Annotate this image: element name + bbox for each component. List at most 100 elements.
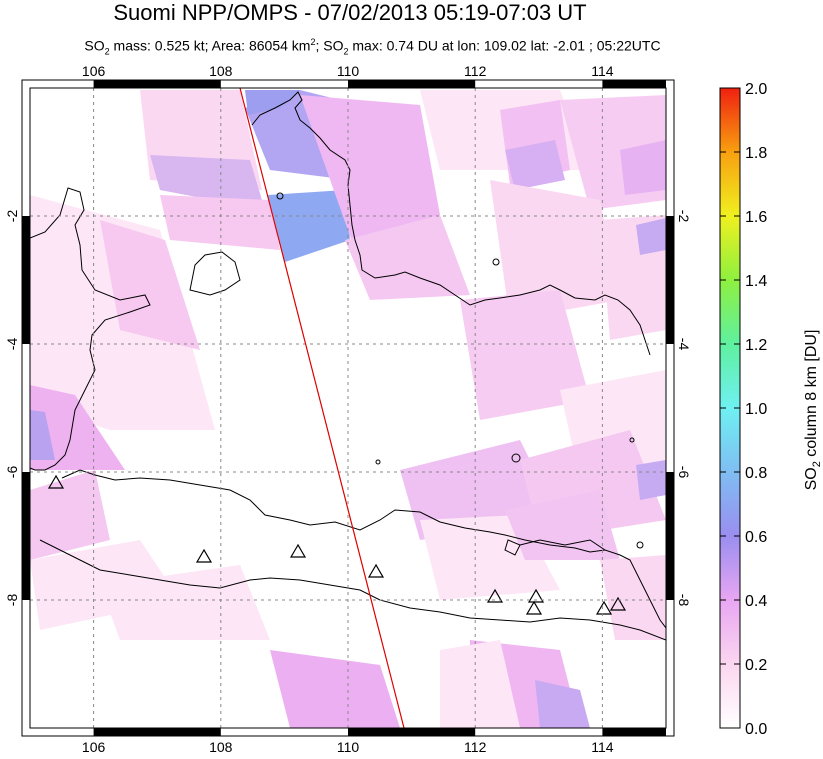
triangle-icon: [47, 474, 65, 489]
so2-pixel: [160, 195, 280, 250]
subtitle-part: max: 0.74 DU at lon: 109.02 lat: -2.01 ;…: [348, 37, 661, 54]
so2-pixel: [535, 680, 590, 728]
lon-tick-label: 106: [82, 739, 106, 755]
map-title: Suomi NPP/OMPS - 07/02/2013 05:19-07:03 …: [113, 0, 587, 25]
lat-tick-label: -4: [676, 338, 692, 351]
colorbar-ticks: 0.0 0.2 0.4 0.6 0.8 1.0 1.2 1.4 1.6 1.8 2.0: [720, 81, 767, 738]
triangle-icon: [486, 588, 504, 603]
border-bar: [348, 728, 476, 736]
colorbar-label: SO2 column 8 km [DU]: [803, 330, 823, 491]
lon-tick-label: 106: [82, 63, 106, 79]
so2-pixel: [268, 190, 350, 262]
border-bar: [22, 472, 30, 600]
so2-pixel: [270, 650, 400, 728]
lat-tick-label: -2: [4, 210, 20, 223]
colorbar-tick-label: 1.6: [745, 209, 767, 226]
subtitle-sub: 2: [104, 46, 110, 57]
border-bar: [602, 80, 666, 88]
map-border-bars: [22, 80, 674, 736]
lat-tick-label: -6: [4, 466, 20, 479]
so2-pixel: [30, 385, 125, 470]
subtitle-sup: 2: [310, 37, 316, 47]
island: [504, 539, 521, 556]
coastline-madura: [519, 539, 606, 551]
so2-swaths: [30, 90, 666, 728]
lon-tick-label: 112: [464, 63, 487, 79]
lat-tick-label: -8: [676, 594, 692, 607]
colorbar-tick-label: 2.0: [745, 81, 767, 98]
subtitle-part: ; SO: [315, 37, 344, 54]
lon-tick-label: 112: [464, 739, 487, 755]
map-subtitle: SO2 mass: 0.525 kt; Area: 86054 km2; SO2…: [0, 33, 745, 60]
border-bar: [348, 80, 476, 88]
so2-pixel: [600, 555, 666, 640]
so2-pixel: [30, 470, 110, 560]
border-bar: [666, 216, 674, 344]
island: [276, 192, 284, 200]
colorbar-label-rest: column 8 km [DU]: [803, 330, 820, 462]
lat-tick-label: -2: [676, 210, 692, 223]
lon-tick-label: 110: [337, 63, 360, 79]
island: [636, 541, 644, 549]
colorbar-tick-label: 1.0: [745, 401, 767, 418]
subtitle-sub: 2: [343, 46, 349, 57]
border-bar: [93, 80, 221, 88]
colorbar-tick-label: 0.4: [745, 593, 767, 610]
so2-pixel: [636, 218, 666, 255]
triangle-icon: [609, 596, 627, 611]
so2-pixel: [440, 640, 520, 728]
triangle-icon: [527, 588, 545, 603]
lat-tick-label: -8: [4, 594, 20, 607]
triangle-icon: [195, 548, 213, 563]
colorbar-label-main: SO: [803, 467, 820, 490]
coastlines: [30, 91, 666, 641]
island: [492, 258, 500, 266]
border-bar: [22, 216, 30, 344]
colorbar-tick-label: 0.8: [745, 465, 767, 482]
lon-tick-label: 110: [337, 739, 360, 755]
so2-pixel: [636, 460, 666, 500]
triangle-icon: [525, 600, 543, 615]
lon-tick-label: 108: [209, 63, 233, 79]
triangle-icon: [595, 600, 613, 615]
subtitle-part: SO: [84, 37, 105, 54]
lat-tick-label: -4: [4, 338, 20, 351]
so2-pixel: [505, 140, 565, 190]
so2-pixel: [345, 215, 470, 300]
subtitle-part: mass: 0.525 kt; Area: 86054 km: [109, 37, 311, 54]
island: [629, 437, 635, 443]
so2-pixel: [150, 155, 265, 210]
so2-pixel: [100, 220, 200, 350]
border-bar: [602, 728, 666, 736]
coastline-java-north: [61, 469, 666, 629]
so2-pixel: [30, 410, 55, 460]
lon-tick-label: 114: [591, 739, 614, 755]
coastline-borneo: [251, 91, 651, 356]
island: [511, 453, 521, 463]
colorbar-tick-label: 1.4: [745, 273, 767, 290]
coastline-java-south: [39, 539, 666, 641]
border-bar: [93, 728, 221, 736]
border-bar: [666, 472, 674, 600]
lat-tick-label: -6: [676, 466, 692, 479]
so2-pixel: [505, 490, 620, 560]
orbit-track: [239, 87, 405, 729]
so2-pixel: [100, 565, 270, 640]
map-gridlines: [30, 88, 666, 728]
so2-pixel: [245, 90, 300, 115]
so2-pixel: [490, 180, 620, 320]
tick-labels: 106 106 108 108 110 110 112 112 114 114 -2 -2 -4 -4 -6…: [4, 63, 692, 755]
colorbar-tick-label: 0.0: [745, 721, 767, 738]
coastline-sumatra: [30, 187, 151, 471]
coastline-bangka: [189, 251, 241, 296]
triangle-icon: [367, 563, 385, 578]
so2-pixel: [460, 290, 590, 420]
so2-pixel: [300, 95, 440, 250]
colorbar-tick-label: 0.6: [745, 529, 767, 546]
lon-tick-label: 114: [591, 63, 614, 79]
colorbar-tick-label: 1.2: [745, 337, 767, 354]
triangle-icon: [289, 543, 307, 558]
so2-pixel: [620, 140, 666, 195]
lon-tick-label: 108: [209, 739, 233, 755]
